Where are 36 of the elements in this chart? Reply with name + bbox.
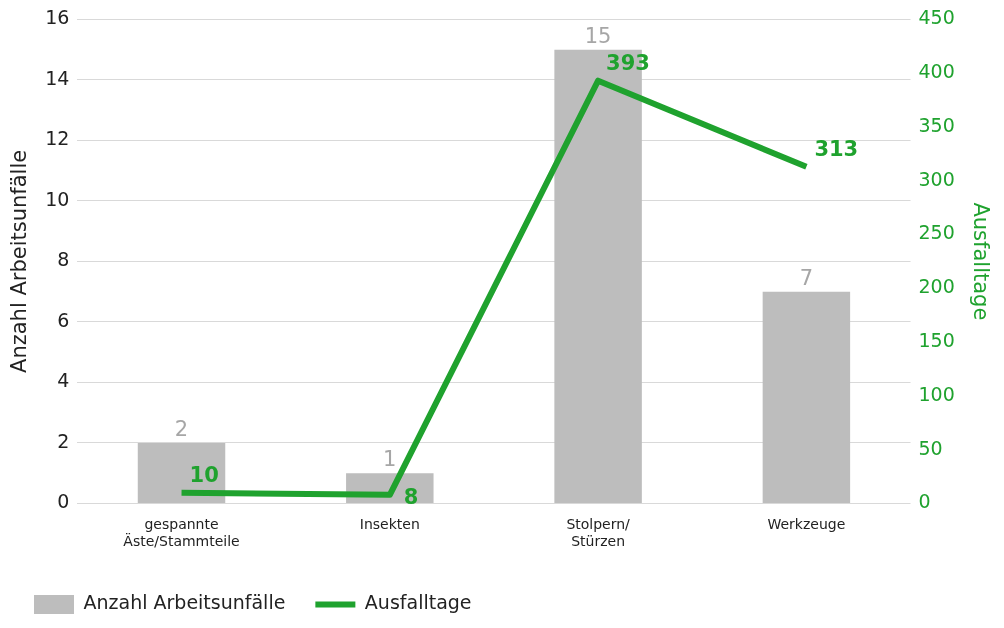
y2-tick-label: 0 [918, 490, 931, 513]
y-tick-label: 8 [57, 248, 70, 271]
y-axis-title: Anzahl Arbeitsunfälle [7, 149, 32, 373]
y2-tick-label: 200 [918, 275, 955, 298]
y2-tick-label: 100 [918, 382, 955, 405]
y2-tick-label: 300 [918, 167, 955, 190]
y-tick-label: 2 [57, 429, 70, 452]
data-label: 8 [403, 485, 419, 510]
data-label: 10 [189, 462, 219, 487]
legend-label: Anzahl Arbeitsunfälle [83, 591, 286, 614]
x-tick-label: gespannte Äste/Stammteile [123, 516, 240, 550]
data-label: 2 [174, 416, 189, 441]
legend-label: Ausfalltage [364, 591, 472, 614]
data-label: 313 [814, 136, 859, 161]
y2-axis-title: Ausfalltage [968, 202, 993, 321]
data-label: 393 [606, 50, 650, 75]
data-label: 1 [383, 447, 397, 472]
y2-tick-label: 250 [918, 221, 955, 244]
y-tick-label: 0 [57, 490, 70, 513]
y-tick-label: 10 [45, 187, 70, 210]
y2-tick-label: 150 [918, 329, 955, 351]
y-tick-label: 6 [57, 308, 70, 331]
y-tick-label: 4 [57, 369, 70, 392]
y-tick-label: 14 [45, 66, 70, 89]
bar [762, 291, 851, 503]
y-tick-label: 12 [45, 127, 70, 150]
y2-tick-label: 50 [918, 436, 943, 459]
y2-tick-label: 350 [918, 113, 955, 136]
x-tick-label: Werkzeuge [767, 516, 846, 533]
data-label: 15 [584, 23, 612, 48]
y-tick-label: 16 [45, 6, 70, 29]
x-tick-label: Stolpern/ Stürzen [566, 516, 631, 550]
y2-tick-label: 450 [918, 6, 955, 29]
data-label: 7 [799, 265, 814, 290]
x-tick-label: Insekten [359, 516, 420, 533]
y2-tick-label: 400 [918, 60, 955, 83]
